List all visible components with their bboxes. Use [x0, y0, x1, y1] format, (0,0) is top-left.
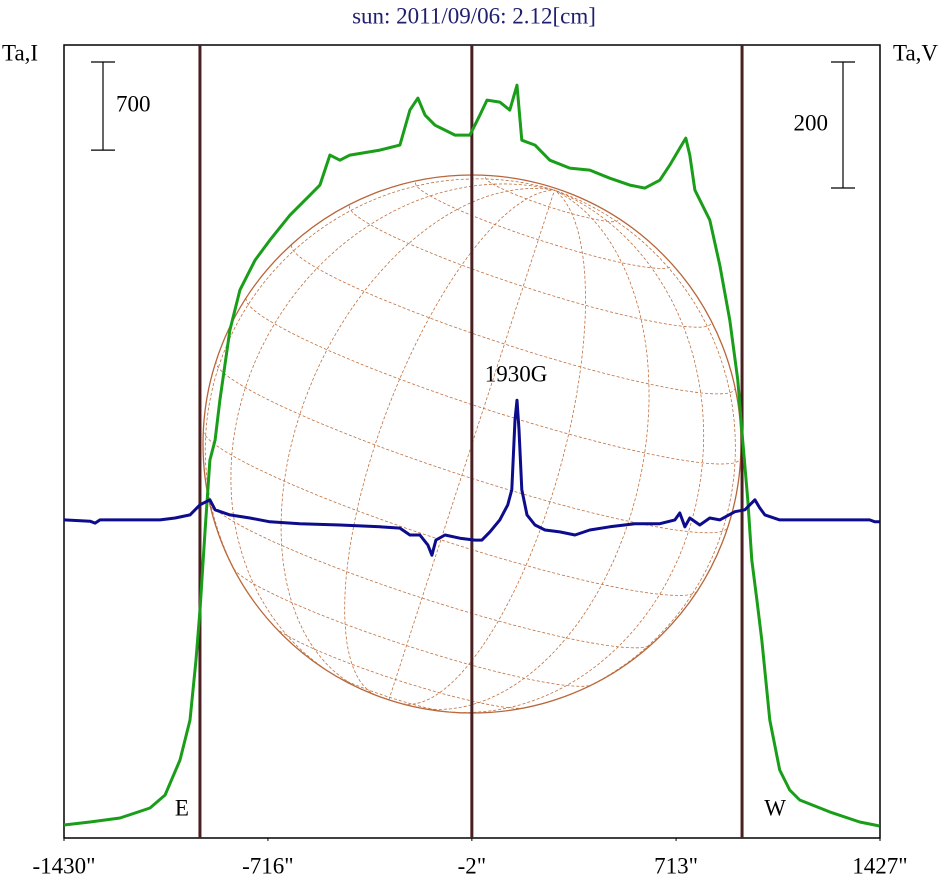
- y2-axis-label: Ta,V: [893, 40, 938, 65]
- limb-label: E: [175, 795, 189, 820]
- meridian: [423, 189, 650, 710]
- limb-label: W: [764, 795, 786, 820]
- series-line: [63, 398, 880, 557]
- meridian: [280, 187, 555, 687]
- meridian: [344, 189, 555, 696]
- parallel: [209, 502, 651, 649]
- x-tick-label: 713": [654, 853, 698, 878]
- x-tick-label: -2": [458, 853, 487, 878]
- x-tick-label: -1430": [32, 853, 95, 878]
- meridian: [230, 183, 555, 676]
- x-tick-label: -716": [242, 853, 294, 878]
- parallel: [414, 182, 672, 269]
- parallel: [275, 627, 523, 709]
- parallel: [484, 177, 619, 223]
- x-tick-label: 1427": [852, 853, 907, 878]
- scale-bar-label: 200: [794, 110, 829, 135]
- annotation: 1930G: [485, 361, 548, 386]
- parallel: [215, 360, 729, 534]
- series-line: [63, 83, 880, 828]
- parallel: [348, 205, 712, 328]
- parallel: [203, 430, 698, 596]
- parallel: [233, 568, 592, 687]
- parallel: [333, 674, 449, 713]
- scale-bar-label: 700: [116, 91, 151, 116]
- meridian: [448, 189, 705, 714]
- parallel: [245, 297, 741, 465]
- meridian: [204, 178, 555, 605]
- parallel: [291, 244, 736, 395]
- meridian: [402, 189, 586, 705]
- y-axis-label: Ta,I: [2, 40, 38, 65]
- chart-title: sun: 2011/09/06: 2.12[cm]: [352, 3, 596, 28]
- meridian: [388, 189, 555, 700]
